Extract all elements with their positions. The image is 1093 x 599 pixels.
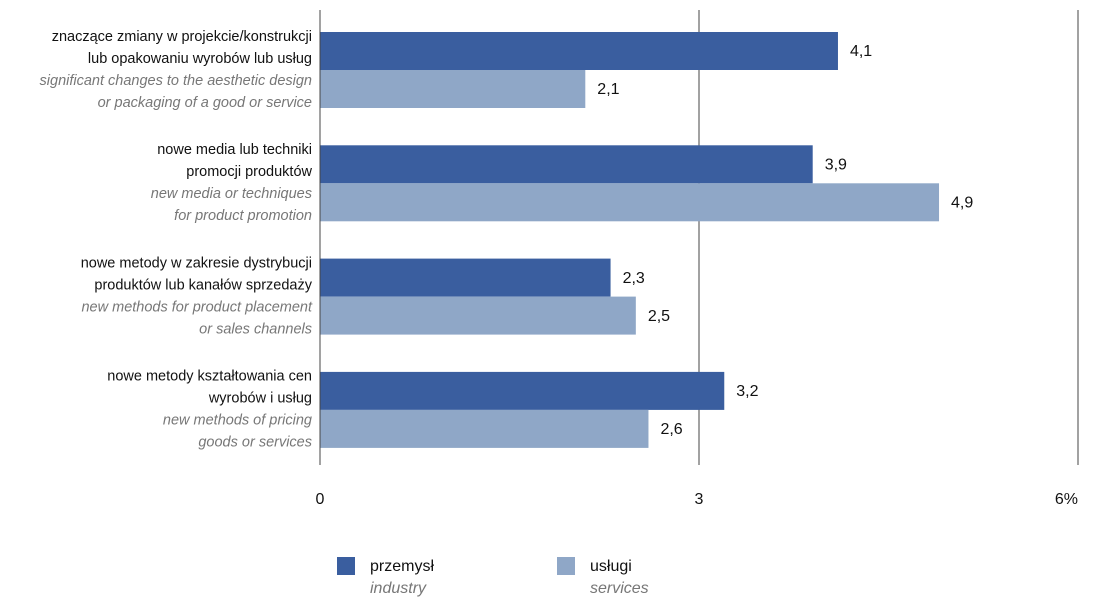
category-label: or sales channels [199, 321, 312, 337]
category-label: goods or services [198, 435, 312, 451]
legend-label-en: industry [370, 580, 427, 597]
category-label: new methods of pricing [163, 413, 312, 429]
category-label: nowe metody w zakresie dystrybucji [81, 255, 312, 271]
bar [320, 32, 838, 70]
value-label: 2,5 [648, 308, 670, 325]
bar [320, 183, 940, 222]
category-label: significant changes to the aesthetic des… [40, 73, 312, 89]
category-label: nowe metody kształtowania cen [107, 369, 312, 385]
legend-swatch [557, 557, 575, 575]
x-tick-label: 6% [1055, 491, 1078, 508]
category-label: wyrobów i usług [208, 391, 312, 407]
value-label: 3,9 [825, 157, 847, 174]
legend-swatch [337, 557, 355, 575]
bar [320, 371, 725, 410]
category-label: lub opakowaniu wyrobów lub usług [88, 51, 312, 67]
bar [320, 145, 813, 184]
category-label: promocji produktów [186, 164, 312, 180]
legend-label: usługi [590, 558, 632, 575]
x-tick-label: 0 [316, 491, 325, 508]
bar [320, 258, 611, 297]
legend-label: przemysł [370, 558, 434, 575]
category-label: nowe media lub techniki [157, 142, 312, 158]
category-label: new methods for product placement [81, 299, 312, 315]
category-label: znaczące zmiany w projekcie/konstrukcji [52, 29, 312, 45]
bar [320, 409, 649, 448]
legend-label-en: services [590, 580, 649, 597]
value-label: 2,1 [597, 81, 619, 98]
category-label: new media or techniques [151, 186, 312, 202]
value-label: 2,3 [623, 270, 645, 287]
value-label: 4,1 [850, 43, 872, 60]
value-label: 4,9 [951, 195, 973, 212]
category-label: or packaging of a good or service [98, 95, 312, 111]
category-label: for product promotion [174, 208, 312, 224]
bar [320, 70, 586, 108]
x-tick-label: 3 [695, 491, 704, 508]
bar [320, 296, 636, 335]
value-label: 3,2 [736, 383, 758, 400]
value-label: 2,6 [660, 421, 682, 438]
category-label: produktów lub kanałów sprzedaży [94, 277, 312, 293]
